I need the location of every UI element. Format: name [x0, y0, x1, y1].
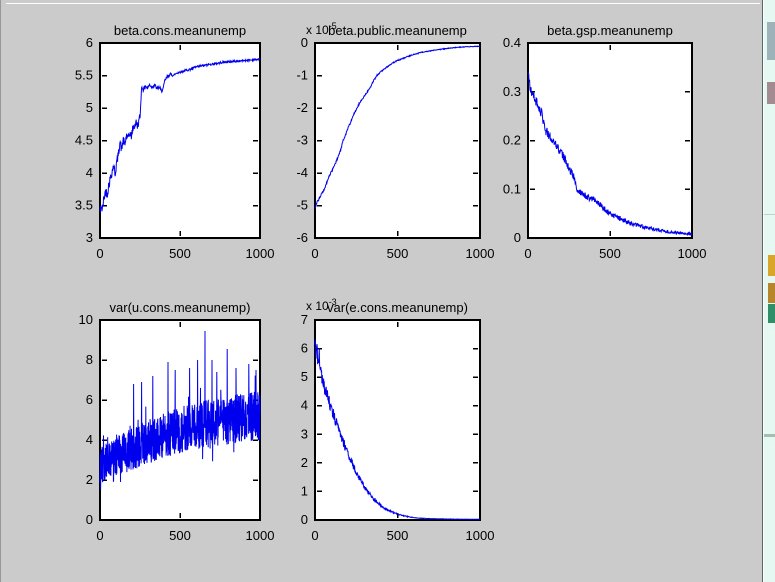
y-tick-label: 4: [86, 432, 93, 447]
y-tick-label: 7: [301, 312, 308, 327]
y-tick-label: 2: [86, 472, 93, 487]
window-fragment-mauve: [767, 82, 775, 104]
x-tick-label: 0: [311, 246, 318, 261]
axes-box: [314, 42, 481, 239]
x-tick-label: 1000: [246, 246, 275, 261]
y-tick-label: 2: [301, 455, 308, 470]
subplot-3-title: beta.gsp.meanunemp: [547, 23, 673, 38]
subplot-1-title: beta.cons.meanunemp: [113, 23, 247, 38]
axes-box: [527, 42, 693, 239]
x-tick-label: 500: [387, 246, 409, 261]
x-tick-label: 1000: [678, 246, 707, 261]
y-tick-label: 0: [86, 512, 93, 527]
subplot-2-exponent-label: x 10-5: [306, 21, 337, 37]
trace-line: [99, 57, 261, 213]
y-tick-label: -2: [296, 100, 308, 115]
x-tick-label: 0: [311, 528, 318, 543]
y-tick-label: 0: [514, 230, 521, 245]
y-tick-label: -1: [296, 68, 308, 83]
desktop-icon-yellow[interactable]: [768, 255, 775, 276]
y-tick-label: 4.5: [75, 133, 93, 148]
trace-line: [99, 330, 261, 490]
y-tick-label: 6: [86, 35, 93, 50]
y-tick-label: 6: [86, 392, 93, 407]
y-tick-label: 5.5: [75, 68, 93, 83]
x-tick-label: 500: [599, 246, 621, 261]
y-tick-label: 0: [301, 35, 308, 50]
x-tick-label: 1000: [466, 528, 495, 543]
x-tick-label: 1000: [246, 528, 275, 543]
x-tick-label: 0: [524, 246, 531, 261]
y-tick-label: 3: [86, 230, 93, 245]
y-tick-label: 5: [86, 100, 93, 115]
exponent-prefix: x 10: [306, 23, 329, 37]
y-tick-label: 5: [301, 369, 308, 384]
y-tick-label: -4: [296, 165, 308, 180]
exponent-power: -3: [328, 297, 337, 307]
window-fragment-blue: [767, 22, 775, 60]
exponent-prefix: x 10: [306, 299, 329, 313]
window-edge-highlight: [763, 0, 764, 582]
y-tick-label: -6: [296, 230, 308, 245]
exponent-power: -5: [328, 21, 337, 31]
window-bevel-shadow: [0, 0, 1, 582]
y-tick-label: 6: [301, 341, 308, 356]
x-tick-label: 500: [169, 528, 191, 543]
subplot-4-title: var(u.cons.meanunemp): [109, 300, 251, 315]
y-tick-label: 0.1: [503, 181, 521, 196]
x-tick-label: 500: [387, 528, 409, 543]
y-tick-label: 0: [301, 512, 308, 527]
y-tick-label: 8: [86, 352, 93, 367]
desktop-icon-gold[interactable]: [768, 283, 775, 303]
y-tick-label: 4: [301, 398, 308, 413]
x-tick-label: 0: [96, 528, 103, 543]
subplot-2-title: beta.public.meanunemp: [328, 23, 467, 38]
trace-line: [314, 339, 481, 521]
y-tick-label: 3: [301, 426, 308, 441]
desktop-edge-strip: [764, 0, 775, 582]
y-tick-label: 0.3: [503, 84, 521, 99]
y-tick-label: 1: [301, 483, 308, 498]
trace-line: [527, 71, 693, 237]
y-tick-label: 4: [86, 165, 93, 180]
subplot-5-exponent-label: x 10-3: [306, 297, 337, 313]
x-tick-label: 500: [169, 246, 191, 261]
x-tick-label: 0: [96, 246, 103, 261]
y-tick-label: 10: [79, 312, 93, 327]
y-tick-label: -5: [296, 198, 308, 213]
desktop-icon-teal[interactable]: [768, 304, 775, 323]
window-bevel-highlight: [6, 3, 760, 4]
axes-box: [314, 319, 481, 521]
axes-box: [99, 42, 261, 239]
y-tick-label: 0.2: [503, 133, 521, 148]
y-tick-label: -3: [296, 133, 308, 148]
y-tick-label: 3.5: [75, 198, 93, 213]
y-tick-label: 0.4: [503, 35, 521, 50]
edge-line-upper: [764, 214, 775, 215]
subplot-5-title: var(e.cons.meanunemp): [327, 300, 468, 315]
edge-line-lower: [764, 434, 775, 437]
x-tick-label: 1000: [466, 246, 495, 261]
window-edge-divider: [762, 0, 763, 582]
trace-line: [314, 45, 480, 209]
